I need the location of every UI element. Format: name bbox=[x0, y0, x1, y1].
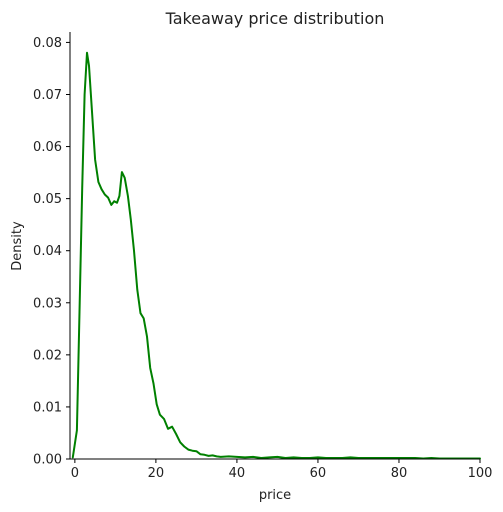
y-tick-label: 0.05 bbox=[33, 192, 62, 207]
density-curve bbox=[71, 51, 481, 460]
x-tick-label: 60 bbox=[310, 466, 327, 481]
y-tick-label: 0.08 bbox=[33, 36, 62, 51]
y-axis-label: Density bbox=[10, 221, 25, 271]
x-tick-label: 0 bbox=[71, 466, 79, 481]
x-axis-ticks: 0 20 40 60 80 100 bbox=[71, 459, 493, 481]
chart-title: Takeaway price distribution bbox=[165, 9, 385, 28]
x-tick-label: 100 bbox=[468, 466, 493, 481]
x-tick-label: 80 bbox=[391, 466, 408, 481]
x-tick-label: 40 bbox=[229, 466, 246, 481]
x-axis-label: price bbox=[259, 488, 291, 503]
y-axis-ticks: 0.00 0.01 0.02 0.03 0.04 0.05 0.06 0.07 0.08 bbox=[33, 36, 70, 468]
y-tick-label: 0.02 bbox=[33, 348, 62, 363]
y-tick-label: 0.00 bbox=[33, 453, 62, 468]
y-tick-label: 0.03 bbox=[33, 296, 62, 311]
y-tick-label: 0.04 bbox=[33, 244, 62, 259]
y-tick-label: 0.01 bbox=[33, 400, 62, 415]
y-tick-label: 0.07 bbox=[33, 88, 62, 103]
y-tick-label: 0.06 bbox=[33, 140, 62, 155]
x-tick-label: 20 bbox=[148, 466, 165, 481]
